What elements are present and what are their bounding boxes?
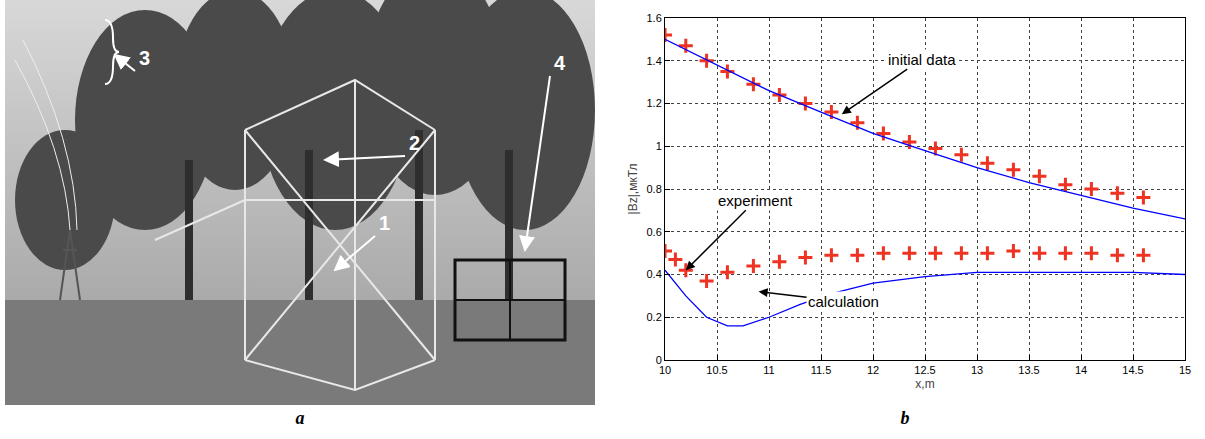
svg-text:experiment: experiment: [718, 192, 793, 209]
svg-text:4: 4: [554, 52, 566, 74]
svg-text:11: 11: [763, 364, 774, 376]
svg-text:14: 14: [1075, 364, 1087, 376]
svg-text:1.4: 1.4: [647, 55, 662, 67]
svg-text:12.5: 12.5: [914, 364, 935, 376]
svg-text:x,m: x,m: [915, 377, 934, 391]
svg-text:0.2: 0.2: [647, 311, 662, 323]
svg-text:13: 13: [971, 364, 983, 376]
svg-text:0.4: 0.4: [647, 268, 662, 280]
svg-text:11.5: 11.5: [811, 364, 832, 376]
svg-text:2: 2: [409, 132, 420, 154]
svg-text:3: 3: [139, 47, 150, 69]
svg-text:0: 0: [656, 354, 662, 366]
svg-text:10: 10: [659, 364, 671, 376]
svg-text:1: 1: [656, 140, 662, 152]
svg-text:0.6: 0.6: [647, 226, 662, 238]
svg-text:12: 12: [867, 364, 879, 376]
svg-text:|Bz|,мкТл: |Bz|,мкТл: [626, 164, 640, 215]
svg-text:15: 15: [1179, 364, 1191, 376]
svg-text:10.5: 10.5: [706, 364, 727, 376]
svg-text:calculation: calculation: [808, 293, 879, 310]
svg-text:13.5: 13.5: [1018, 364, 1039, 376]
svg-text:14.5: 14.5: [1122, 364, 1143, 376]
svg-text:1.6: 1.6: [647, 12, 662, 24]
html-text:a: a: [295, 408, 305, 428]
svg-text:0.8: 0.8: [647, 183, 662, 195]
svg-text:initial data: initial data: [888, 51, 956, 68]
svg-text:1: 1: [379, 212, 390, 234]
svg-text:1.2: 1.2: [647, 97, 662, 109]
html-text:b: b: [900, 408, 910, 428]
